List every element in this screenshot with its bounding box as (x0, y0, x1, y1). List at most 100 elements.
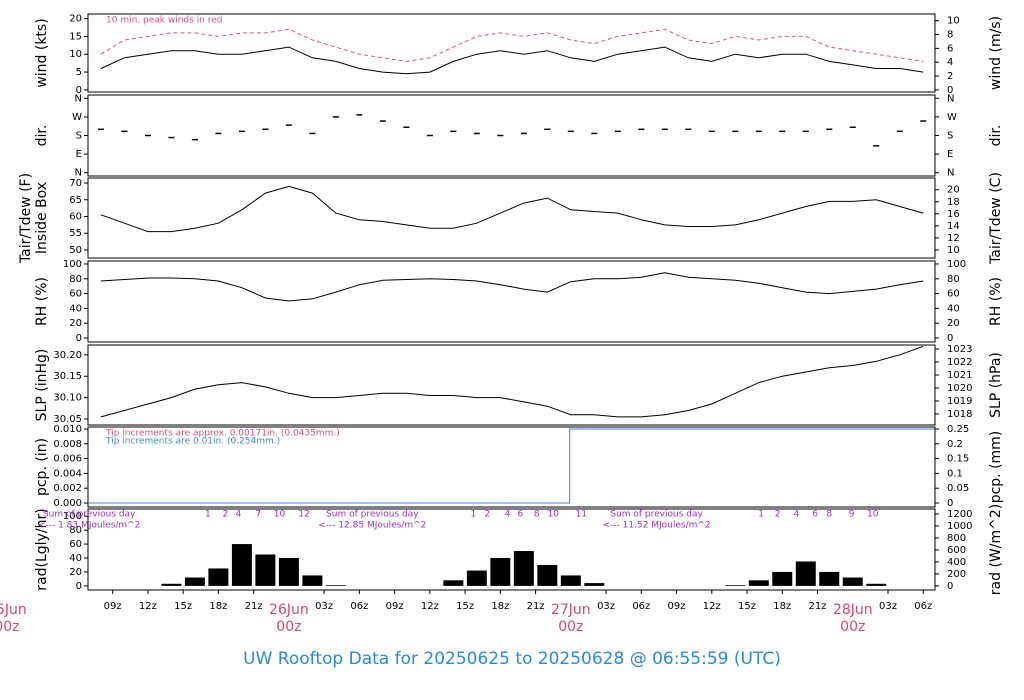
y2-axis-label: rad (W/m^2) (988, 504, 1004, 595)
y2-tick-label: 4 (947, 57, 953, 68)
panel-frame (87, 94, 936, 177)
rad-bar (302, 575, 323, 586)
hour-mark: 10 (274, 510, 286, 520)
y2-tick-label: N (947, 168, 954, 179)
y2-tick-label: 10 (947, 16, 960, 27)
y-tick-label: W (72, 112, 82, 123)
y2-axis-label: SLP (hPa) (988, 352, 1004, 418)
x-tick-label: 03z (597, 601, 615, 612)
y-tick-label: 0.008 (53, 439, 82, 450)
y-tick-label: 60 (69, 211, 82, 222)
hour-mark: 9 (849, 510, 855, 520)
rad-bar (231, 544, 252, 586)
y2-tick-label: 1018 (947, 409, 972, 420)
series-line (100, 28, 924, 62)
y2-tick-label: S (947, 131, 953, 142)
day-sub-label: 00z (840, 619, 865, 635)
x-tick-label: 09z (386, 601, 404, 612)
y-axis-label: RH (%) (34, 277, 50, 326)
y-tick-label: 10 (69, 49, 82, 60)
rad-bar (255, 554, 276, 586)
x-tick-label: 12z (421, 601, 439, 612)
y2-tick-label: 1200 (947, 509, 972, 520)
rad-bar (795, 561, 816, 586)
day-label: 26Jun (269, 602, 309, 618)
x-tick-label: 18z (491, 601, 509, 612)
hour-mark: 11 (576, 510, 587, 520)
x-tick-label: 09z (668, 601, 686, 612)
y-axis-label: wind (kts) (34, 18, 50, 87)
panel-frame (87, 260, 936, 343)
y-tick-label: S (76, 131, 82, 142)
hour-mark: 2 (223, 510, 229, 520)
rad-bar (161, 583, 182, 586)
y2-tick-label: 1000 (947, 521, 972, 532)
hour-mark: 8 (826, 510, 832, 520)
y-tick-label: 0.000 (53, 498, 82, 509)
y2-tick-label: 20 (947, 318, 960, 329)
sum-label: Sum of previous day (326, 510, 419, 520)
y2-tick-label: W (947, 112, 957, 123)
panel-frame (87, 426, 936, 508)
y2-tick-label: 8 (947, 30, 953, 41)
y-tick-label: 50 (69, 245, 82, 256)
y-tick-label: 100 (63, 259, 82, 270)
x-tick-label: 21z (245, 601, 263, 612)
y2-tick-label: 1019 (947, 396, 972, 407)
rad-bar (819, 571, 840, 586)
x-tick-label: 12z (139, 601, 157, 612)
x-tick-label: 03z (879, 601, 897, 612)
y-tick-label: 30.05 (53, 414, 82, 425)
hour-mark: 2 (485, 510, 491, 520)
y2-tick-label: 200 (947, 569, 966, 580)
x-tick-label: 12z (703, 601, 721, 612)
y-tick-label: 5 (76, 67, 82, 78)
y-tick-label: 40 (69, 303, 82, 314)
y2-tick-label: 40 (947, 303, 960, 314)
rad-bar (866, 583, 887, 586)
series-line (100, 185, 924, 233)
y-tick-label: 20 (69, 14, 82, 25)
sum-value: <--- 1.83 MJoules/m^2 (38, 521, 140, 531)
x-tick-label: 06z (914, 601, 932, 612)
y-tick-label: 0 (76, 333, 82, 344)
hour-mark: 1 (205, 510, 211, 520)
hour-mark: 4 (236, 510, 242, 520)
sum-value: <--- 11.52 MJoules/m^2 (602, 521, 710, 531)
x-tick-label: 15z (456, 601, 474, 612)
x-tick-label: 18z (209, 601, 227, 612)
rad-bar (725, 585, 746, 586)
y-axis-label: Tair/Tdew (F) (18, 173, 34, 264)
y2-tick-label: 100 (947, 259, 966, 270)
y2-tick-label: 800 (947, 533, 966, 544)
y-tick-label: N (75, 93, 82, 104)
hour-mark: 1 (470, 510, 476, 520)
x-tick-label: 03z (315, 601, 333, 612)
x-tick-label: 09z (104, 601, 122, 612)
y2-tick-label: 1021 (947, 370, 972, 381)
y2-tick-label: 0.15 (947, 454, 969, 465)
y-tick-label: 30.15 (53, 371, 82, 382)
page-title: UW Rooftop Data for 20250625 to 20250628… (243, 649, 781, 669)
sum-label: Sum of previous day (43, 510, 136, 520)
series-line (100, 272, 924, 302)
y-tick-label: 0 (76, 85, 82, 96)
panel-frame (87, 13, 936, 93)
y-tick-label: 0.010 (53, 424, 82, 435)
y-tick-label: 30.20 (53, 350, 82, 361)
hour-mark: 7 (255, 510, 261, 520)
y2-tick-label: 600 (947, 545, 966, 556)
y2-tick-label: 6 (947, 43, 953, 54)
y2-tick-label: 12 (947, 233, 960, 244)
day-sub-label: 00z (558, 619, 583, 635)
x-tick-label: 06z (632, 601, 650, 612)
y-tick-label: E (76, 149, 82, 160)
y2-tick-label: 16 (947, 209, 960, 220)
y2-tick-label: 14 (947, 221, 960, 232)
y2-tick-label: 0 (947, 581, 953, 592)
y2-tick-label: 400 (947, 557, 966, 568)
hour-mark: 6 (812, 510, 818, 520)
rad-bar (560, 575, 581, 586)
day-sub-label: 00z (276, 619, 301, 635)
y2-tick-label: 1020 (947, 383, 972, 394)
